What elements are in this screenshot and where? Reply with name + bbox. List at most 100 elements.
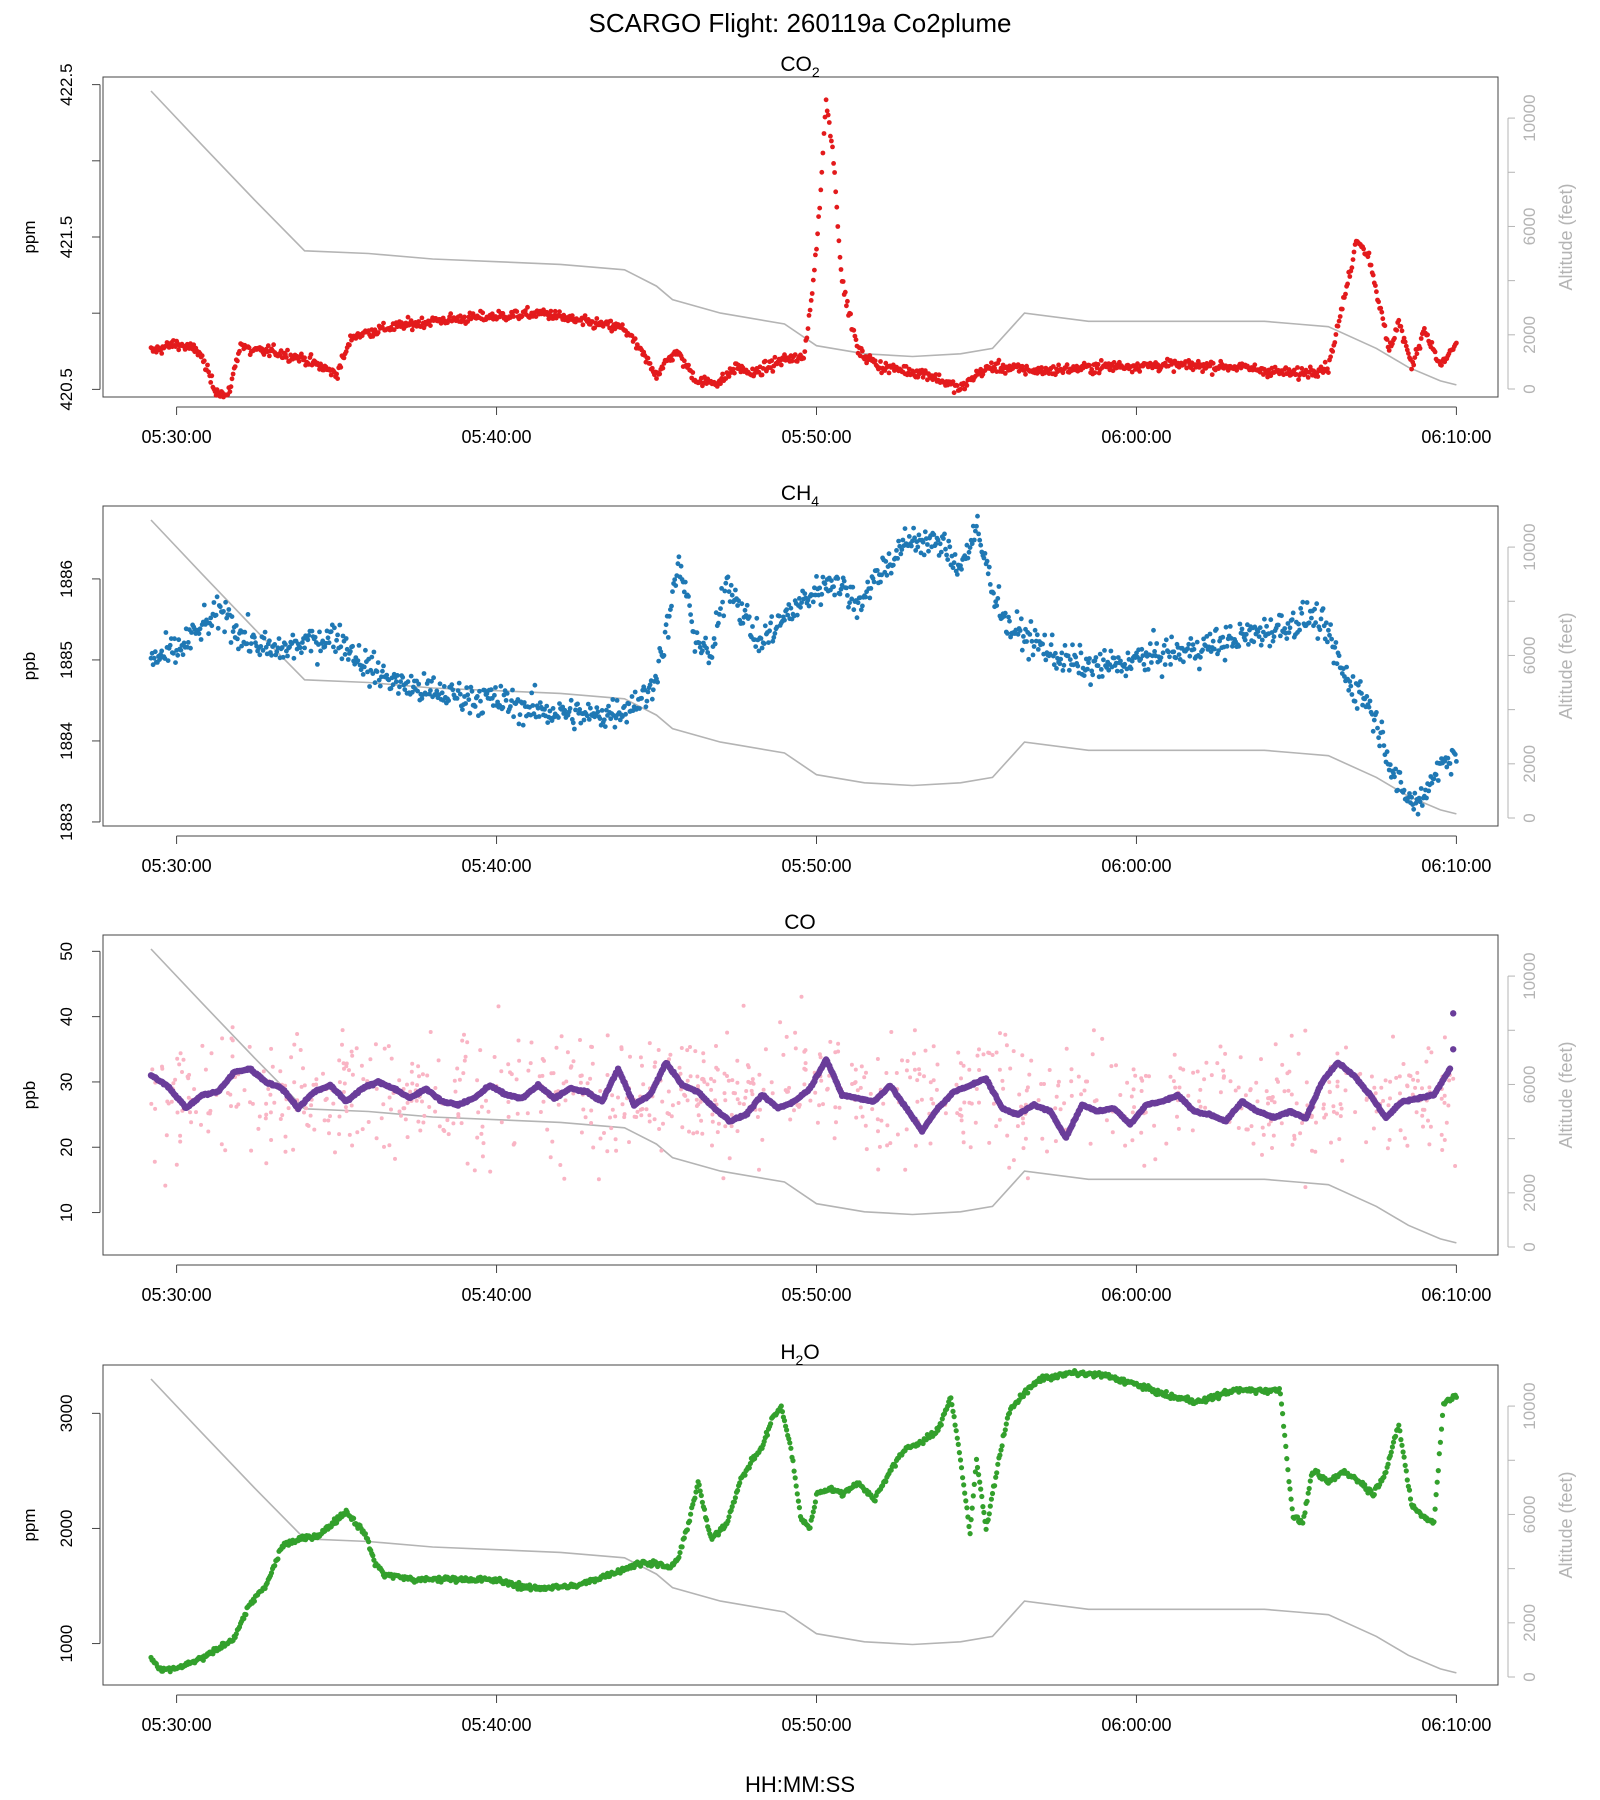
data-point [1264,1089,1269,1094]
data-point [571,1091,576,1096]
data-point [525,304,530,310]
data-point [405,314,411,320]
data-point [528,1061,533,1066]
data-point [1169,634,1174,640]
data-point [326,1118,331,1123]
data-point [572,726,577,732]
data-point [499,1120,504,1125]
data-point [331,1101,336,1106]
data-point [274,649,280,654]
data-point [390,682,396,688]
x-tick-label: 05:30:00 [142,1285,212,1305]
data-point [904,1127,909,1132]
data-point [339,656,345,662]
data-point [1355,682,1361,688]
data-point [1110,368,1116,374]
data-point [870,1107,875,1112]
data-point [1282,1089,1287,1094]
data-point [548,308,554,314]
data-point [270,1064,275,1069]
data-point [1408,1074,1413,1078]
data-point [408,1089,413,1094]
data-point [977,1068,982,1072]
data-point [220,1036,225,1041]
altitude-axis-label: Altitude (feet) [1556,1471,1576,1578]
data-point [677,1065,682,1070]
data-point [1085,666,1090,672]
data-point [1207,363,1213,369]
data-point [875,1117,880,1122]
data-point [1427,1142,1432,1147]
data-point [350,1053,355,1058]
data-point [1366,704,1372,710]
data-point [1344,1045,1348,1050]
data-point [468,684,474,690]
data-point [912,1051,916,1056]
data-point [178,1051,183,1056]
data-point [920,539,926,545]
data-point [1290,1142,1295,1147]
data-point [1110,1130,1115,1135]
data-point [338,644,344,650]
data-point [850,1082,855,1086]
data-point [726,589,732,594]
data-point [868,586,874,591]
data-point [710,1119,715,1124]
data-point [448,311,454,317]
data-point [750,1077,755,1082]
data-point [266,1087,271,1091]
data-point [762,358,768,364]
data-point [916,532,922,538]
data-point [838,267,844,272]
data-point [343,349,349,354]
data-point [804,335,810,341]
data-point [508,704,513,709]
data-point [1328,354,1333,360]
data-point [581,717,587,723]
data-point [1045,1149,1049,1154]
data-point [478,698,483,704]
data-point [653,1060,658,1065]
data-point [741,1102,746,1107]
data-point [977,537,983,543]
data-point [235,358,240,364]
data-point [1413,1085,1418,1090]
data-point [1384,749,1390,755]
data-point [715,1067,720,1072]
data-point [620,1102,625,1107]
data-point [1412,355,1418,360]
data-point [263,1116,268,1121]
data-point [1211,646,1217,652]
data-point [230,629,236,634]
data-point [1375,725,1380,731]
y-tick-label: 420.5 [57,368,76,411]
data-point [1004,1043,1009,1048]
data-point [577,707,583,712]
data-point [337,1080,342,1085]
data-point [917,1067,921,1072]
data-point [178,1139,183,1144]
data-point [836,1041,841,1046]
data-point [175,1110,180,1115]
data-point [739,601,745,607]
data-point [1257,625,1263,631]
data-point [797,1102,802,1107]
data-point [348,649,353,654]
data-point [590,1061,595,1066]
data-point [418,1128,423,1133]
data-point [198,637,204,642]
data-point [278,1069,283,1074]
data-point [1048,642,1054,648]
data-point [794,612,800,618]
data-point [1429,340,1435,345]
data-point [879,572,884,578]
data-point [696,640,702,646]
data-point [658,649,664,655]
data-point [416,319,422,324]
data-point [344,1109,349,1114]
data-point [601,717,607,723]
data-point [529,690,535,696]
data-point [208,380,214,385]
data-point [1002,610,1008,616]
data-point [1376,299,1381,305]
